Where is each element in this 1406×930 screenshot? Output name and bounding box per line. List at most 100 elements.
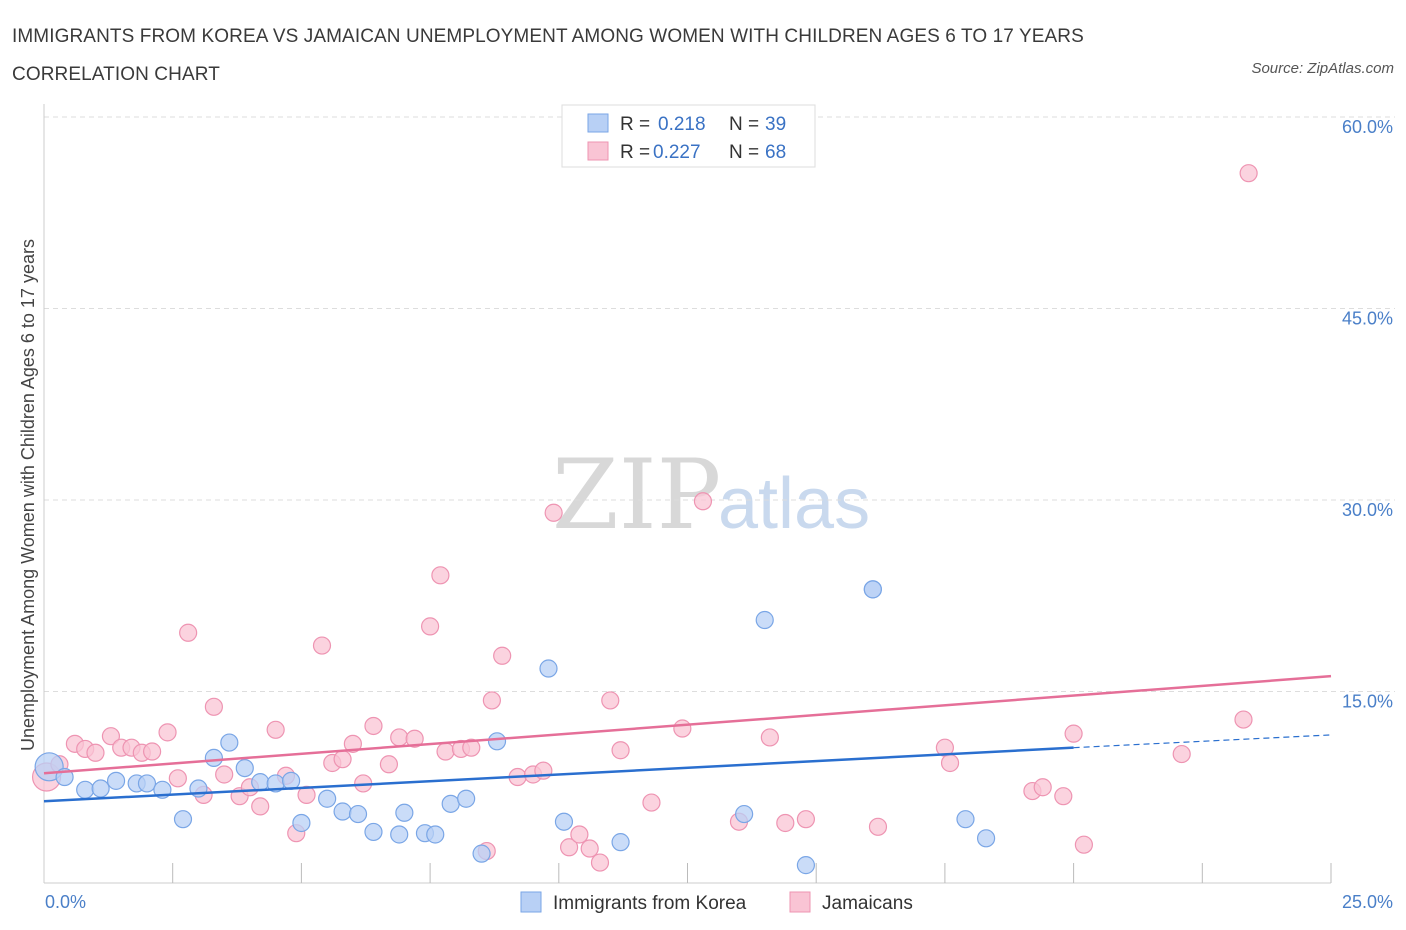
korea-point-19: [348, 804, 368, 824]
jamaicans-point-39: [493, 646, 512, 665]
jamaicans-point-45: [570, 825, 589, 844]
x-tick-label-max: 25.0%: [1342, 892, 1393, 912]
korea-point-10: [204, 748, 223, 767]
jamaicans-point-15: [215, 765, 234, 784]
korea-point-31: [611, 833, 630, 852]
legend-korea-r-label: R =: [620, 114, 650, 135]
jamaicans-point-31: [405, 729, 424, 748]
jamaicans-point-61: [1033, 778, 1052, 797]
jamaicans-point-56: [796, 810, 816, 829]
bottom-legend-korea: Immigrants from Korea: [553, 893, 747, 914]
jamaicans-point-43: [544, 503, 563, 522]
korea-trend-line: [43, 746, 1074, 803]
korea-point-17: [318, 789, 337, 808]
jamaicans-point-29: [379, 755, 399, 774]
jamaicans-point-28: [364, 716, 383, 736]
legend-jam-r-value: 0.227: [653, 142, 701, 163]
korea-point-25: [441, 794, 460, 813]
jamaicans-point-26: [343, 734, 362, 753]
jamaicans-point-5: [101, 727, 121, 746]
jamaicans-point-44: [559, 838, 579, 857]
source-credit: Source: ZipAtlas.com: [1251, 60, 1394, 77]
jamaicans-point-32: [421, 617, 440, 636]
korea-point-27: [472, 844, 491, 863]
trend-lines: [43, 674, 1332, 803]
jamaicans-point-38: [482, 691, 501, 710]
legend-swatch-korea: [587, 113, 609, 133]
jamaicans-trend-line: [43, 674, 1332, 775]
x-axis-ticks: [172, 863, 1332, 883]
jamaicans-point-65: [1172, 744, 1191, 764]
korea-point-18: [333, 802, 352, 821]
korea-point-37: [956, 810, 975, 829]
watermark-zip: ZIP: [552, 439, 721, 551]
korea-point-15: [282, 771, 301, 790]
jamaicans-point-10: [158, 723, 177, 742]
jamaicans-point-67: [1239, 164, 1258, 183]
jamaicans-point-55: [776, 813, 795, 833]
korea-point-32: [735, 804, 754, 824]
jamaicans-point-64: [1074, 835, 1093, 854]
korea-point-38: [976, 829, 996, 848]
legend-jam-r-label: R =: [620, 142, 650, 163]
jamaicans-point-63: [1064, 724, 1083, 743]
korea-point-4: [106, 771, 126, 790]
korea-point-33: [755, 610, 774, 630]
bottom-legend: Immigrants from Korea Jamaicans: [520, 891, 913, 914]
jamaicans-point-34: [436, 742, 455, 761]
jamaicans-point-30: [390, 728, 409, 747]
jamaicans-point-33: [431, 566, 450, 585]
korea-point-21: [390, 825, 409, 844]
jamaicans-point-9: [143, 742, 162, 761]
x-tick-label-min: 0.0%: [45, 892, 86, 912]
jamaicans-point-62: [1054, 787, 1073, 806]
y-tick-label-15: 15.0%: [1342, 692, 1393, 712]
chart-title: IMMIGRANTS FROM KOREA VS JAMAICAN UNEMPL…: [12, 26, 1084, 85]
korea-point-13: [251, 773, 270, 792]
jamaicans-point-59: [940, 753, 960, 773]
korea-points: [34, 580, 996, 875]
y-axis-label: Unemployment Among Women with Children A…: [18, 239, 38, 751]
korea-trend-line-extension: [1073, 734, 1332, 749]
korea-point-24: [426, 825, 445, 844]
jamaicans-point-48: [601, 691, 620, 710]
legend-korea-r-value: 0.218: [658, 114, 706, 135]
jamaicans-point-47: [590, 853, 610, 872]
jamaicans-point-19: [266, 720, 285, 739]
legend-korea-n-label: N =: [729, 114, 759, 135]
jamaicans-point-46: [580, 839, 599, 858]
jamaicans-point-12: [179, 623, 198, 642]
bottom-legend-jamaicans: Jamaicans: [822, 893, 913, 914]
jamaicans-point-4: [86, 743, 105, 762]
jamaicans-point-25: [333, 750, 352, 769]
jamaicans-point-23: [312, 636, 332, 655]
jamaicans-point-18: [251, 797, 270, 816]
y-tick-label-30: 30.0%: [1342, 500, 1393, 520]
korea-point-11: [220, 733, 239, 752]
jamaicans-point-57: [868, 817, 888, 836]
korea-point-8: [173, 810, 193, 829]
jamaicans-point-66: [1234, 710, 1253, 729]
jamaicans-point-11: [168, 769, 187, 788]
legend-jam-n-label: N =: [729, 142, 759, 163]
top-legend: R = 0.218 N = 39 R = 0.227 N = 68: [561, 104, 816, 168]
legend-korea-n-value: 39: [765, 114, 786, 135]
y-tick-label-45: 45.0%: [1342, 309, 1393, 329]
korea-point-12: [235, 758, 254, 778]
korea-point-2: [76, 780, 95, 799]
jamaicans-point-54: [760, 728, 779, 747]
korea-point-30: [554, 812, 574, 831]
legend-swatch-jamaicans: [587, 141, 609, 161]
gridlines: [44, 116, 1395, 692]
korea-point-36: [863, 580, 882, 599]
korea-point-34: [796, 856, 816, 875]
jamaicans-point-14: [204, 697, 223, 716]
jamaicans-point-36: [462, 738, 481, 757]
korea-point-6: [137, 774, 157, 793]
bottom-legend-swatch-jamaicans: [789, 891, 811, 913]
bottom-legend-swatch-korea: [520, 891, 542, 913]
korea-point-29: [539, 659, 558, 678]
watermark-atlas: atlas: [718, 464, 870, 544]
korea-point-3: [91, 779, 110, 798]
